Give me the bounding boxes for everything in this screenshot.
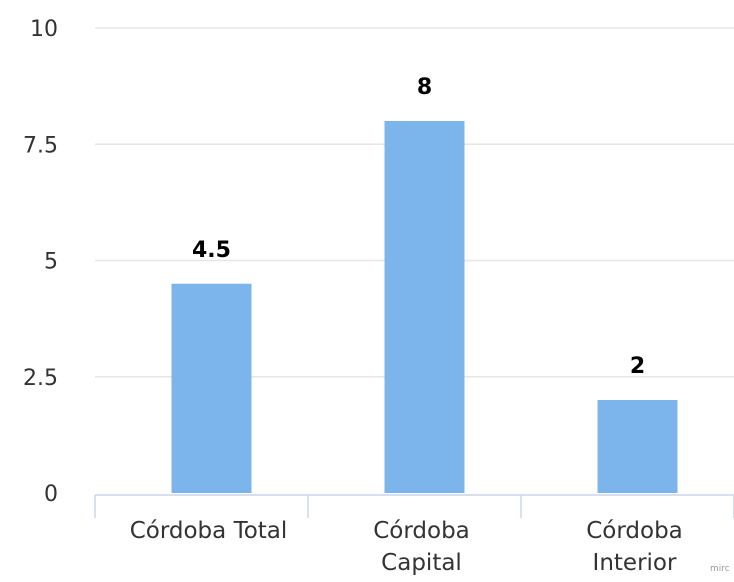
bar xyxy=(597,400,678,493)
y-tick-label: 2.5 xyxy=(23,366,58,391)
x-tick-label: Córdoba Capital xyxy=(373,518,470,576)
x-tick-label: Córdoba Total xyxy=(130,518,288,544)
data-label: 2 xyxy=(630,354,645,379)
data-labels: 4.5 8 2 xyxy=(192,75,645,379)
y-axis-tick-labels: 0 2.5 5 7.5 10 xyxy=(23,17,58,507)
x-axis-tick-labels: Córdoba Total Córdoba Capital Córdoba Interi… xyxy=(130,518,683,576)
y-tick-label: 5 xyxy=(44,250,58,275)
y-tick-label: 0 xyxy=(44,482,58,507)
chart-credit: mirc xyxy=(710,564,730,574)
bars xyxy=(171,121,678,493)
bar xyxy=(171,283,252,493)
y-tick-label: 7.5 xyxy=(23,133,58,158)
x-tick-label: Córdoba Interior xyxy=(586,518,683,576)
data-label: 8 xyxy=(417,75,432,100)
data-label: 4.5 xyxy=(192,238,231,263)
x-axis xyxy=(94,494,734,518)
y-tick-label: 10 xyxy=(30,17,58,42)
bar xyxy=(384,121,465,493)
